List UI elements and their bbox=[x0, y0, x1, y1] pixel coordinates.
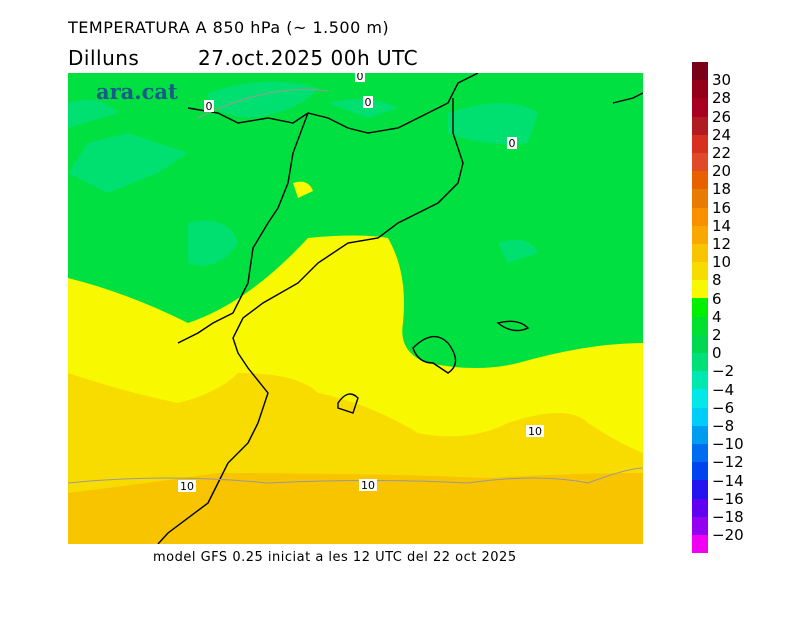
contour-labels: 0 0 0 0 10 10 10 bbox=[178, 73, 544, 493]
colorbar-label: 26 bbox=[712, 107, 732, 126]
map-subtitle: Dilluns 27.oct.2025 00h UTC bbox=[68, 46, 418, 70]
colorbar-label: −18 bbox=[712, 508, 744, 526]
colorbar-segment bbox=[692, 498, 708, 517]
colorbar-segment bbox=[692, 280, 708, 299]
colorbar-label: 2 bbox=[712, 326, 722, 344]
colorbar-label: 24 bbox=[712, 125, 732, 144]
colorbar bbox=[692, 62, 708, 554]
colorbar-segment bbox=[692, 207, 708, 226]
colorbar-label: 10 bbox=[712, 253, 732, 272]
colorbar-segment bbox=[692, 189, 708, 208]
colorbar-segment bbox=[692, 407, 708, 426]
colorbar-label: 12 bbox=[712, 235, 732, 253]
colorbar-label: 0 bbox=[712, 344, 722, 363]
day-label: Dilluns bbox=[68, 46, 140, 70]
colorbar-label: 20 bbox=[712, 162, 732, 181]
colorbar-label: 22 bbox=[712, 144, 732, 162]
colorbar-label: −6 bbox=[712, 398, 735, 417]
colorbar-segment bbox=[692, 98, 708, 117]
field-10-12 bbox=[68, 473, 643, 544]
colorbar-segment bbox=[692, 80, 708, 99]
colorbar-segment bbox=[692, 225, 708, 244]
colorbar-segment bbox=[692, 62, 708, 81]
colorbar-segment bbox=[692, 262, 708, 281]
temperature-map: ara.cat 0 0 0 0 10 10 10 bbox=[68, 73, 643, 544]
colorbar-segment bbox=[692, 298, 708, 317]
colorbar-label: −16 bbox=[712, 489, 744, 508]
colorbar-label: 14 bbox=[712, 216, 732, 235]
aracat-logo: ara.cat bbox=[96, 79, 178, 104]
model-info: model GFS 0.25 iniciat a les 12 UTC del … bbox=[153, 550, 517, 565]
colorbar-segment bbox=[692, 516, 708, 535]
colorbar-segment bbox=[692, 353, 708, 372]
colorbar-segment bbox=[692, 371, 708, 390]
colorbar-segment bbox=[692, 116, 708, 135]
colorbar-segment bbox=[692, 171, 708, 190]
colorbar-label: −10 bbox=[712, 435, 744, 454]
contour-label: 0 bbox=[365, 96, 372, 109]
field-6-8-patch bbox=[293, 181, 313, 198]
colorbar-segment bbox=[692, 152, 708, 172]
colorbar-label: −2 bbox=[712, 362, 735, 381]
colorbar-segment bbox=[692, 462, 708, 481]
colorbar-segment bbox=[692, 334, 708, 353]
colorbar-label: 18 bbox=[712, 180, 732, 199]
contour-label: 0 bbox=[357, 73, 364, 83]
map-title: TEMPERATURA A 850 hPa (~ 1.500 m) bbox=[68, 18, 390, 37]
contour-label: 10 bbox=[528, 425, 542, 438]
contour-label: 10 bbox=[180, 480, 194, 493]
colorbar-segment bbox=[692, 534, 708, 554]
date-label: 27.oct.2025 00h UTC bbox=[198, 46, 419, 70]
colorbar-segment bbox=[692, 243, 708, 263]
coastlines-borders bbox=[157, 73, 643, 544]
colorbar-label: −12 bbox=[712, 453, 744, 472]
colorbar-label: −8 bbox=[712, 417, 735, 435]
colorbar-label: 4 bbox=[712, 307, 722, 326]
colorbar-segment bbox=[692, 480, 708, 499]
colorbar-label: −4 bbox=[712, 380, 735, 399]
colorbar-label: 28 bbox=[712, 89, 732, 108]
colorbar-label: −14 bbox=[712, 471, 744, 490]
contour-label: 10 bbox=[361, 479, 375, 492]
colorbar-label: 6 bbox=[712, 289, 722, 308]
colorbar-segment bbox=[692, 425, 708, 444]
colorbar-label: 30 bbox=[712, 71, 732, 90]
contour-label: 0 bbox=[206, 100, 213, 113]
colorbar-label: 16 bbox=[712, 198, 732, 217]
colorbar-label: 8 bbox=[712, 271, 722, 290]
colorbar-segment bbox=[692, 134, 708, 153]
contour-label: 0 bbox=[509, 137, 516, 150]
colorbar-label: −20 bbox=[712, 526, 744, 545]
colorbar-segment bbox=[692, 389, 708, 408]
colorbar-segment bbox=[692, 443, 708, 463]
colorbar-segment bbox=[692, 316, 708, 335]
